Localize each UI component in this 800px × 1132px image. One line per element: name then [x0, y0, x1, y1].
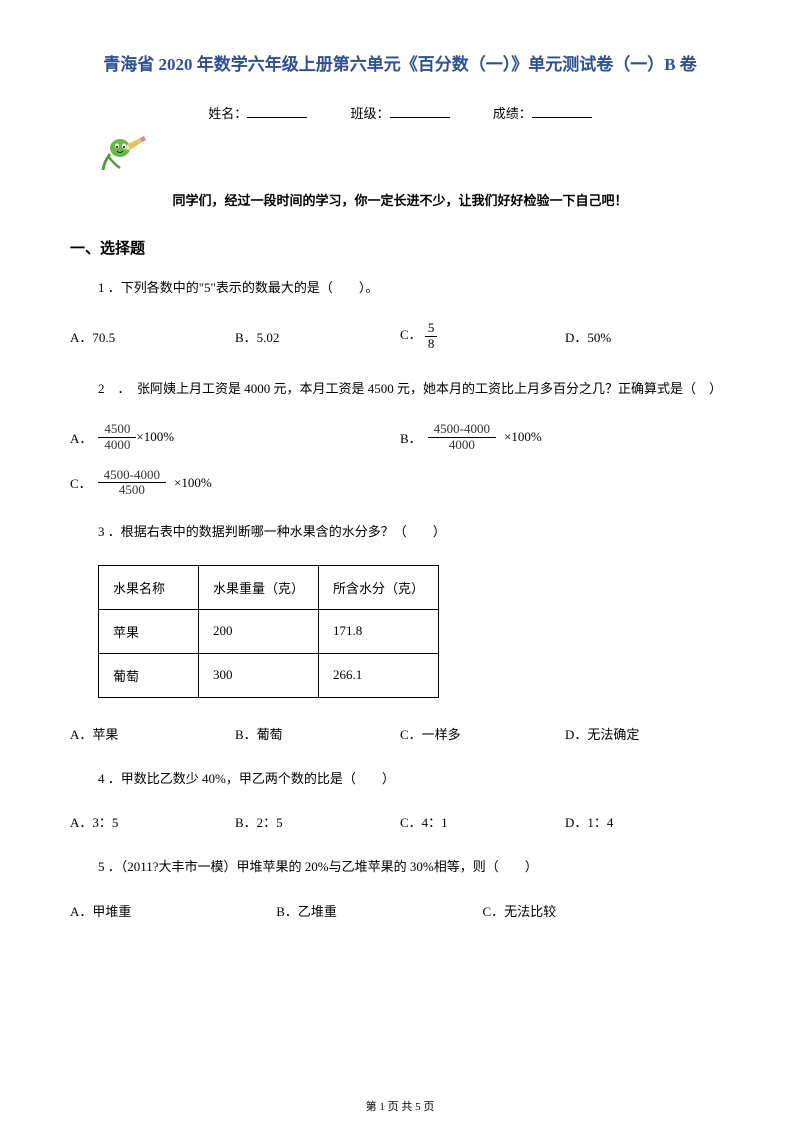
q2-b-label: B． [400, 428, 422, 447]
table-cell: 水果名称 [99, 565, 199, 609]
question-3: 3 ．根据右表中的数据判断哪一种水果含的水分多？（ ） [70, 520, 730, 543]
table-row: 水果名称 水果重量（克） 所含水分（克） [99, 565, 439, 609]
q2-a-label: A． [70, 428, 92, 447]
intro-text: 同学们，经过一段时间的学习，你一定长进不少，让我们好好检验一下自己吧！ [70, 190, 730, 209]
fruit-table: 水果名称 水果重量（克） 所含水分（克） 苹果 200 171.8 葡萄 300… [98, 565, 439, 698]
name-label: 姓名： [208, 106, 247, 121]
q1-opt-a[interactable]: A．70.5 [70, 327, 235, 346]
table-cell: 300 [199, 653, 319, 697]
q3-opt-d[interactable]: D．无法确定 [565, 724, 730, 743]
q5-opt-c[interactable]: C．无法比较 [483, 901, 731, 920]
q2-c-label: C． [70, 473, 92, 492]
q2-options: A． 4500 4000 ×100% B． 4500-4000 4000 ×10… [70, 422, 730, 497]
score-blank[interactable] [532, 117, 592, 118]
q1-c-prefix: C． [400, 327, 422, 342]
section-heading: 一、选择题 [70, 237, 730, 258]
q2-opt-c[interactable]: C． 4500-4000 4500 ×100% [70, 468, 400, 498]
table-cell: 水果重量（克） [199, 565, 319, 609]
fraction-icon: 4500-4000 4000 [428, 422, 496, 452]
fraction-icon: 4500 4000 [98, 422, 136, 452]
table-cell: 171.8 [319, 609, 439, 653]
page-title: 青海省 2020 年数学六年级上册第六单元《百分数（一）》单元测试卷（一）B 卷 [70, 50, 730, 75]
table-cell: 所含水分（克） [319, 565, 439, 609]
q2-a-suffix: ×100% [136, 429, 174, 445]
name-blank[interactable] [247, 117, 307, 118]
question-1: 1 ．下列各数中的"5"表示的数最大的是（ ）。 [70, 276, 730, 299]
student-info-line: 姓名： 班级： 成绩： [70, 103, 730, 122]
frac-den: 4000 [98, 438, 136, 452]
frac-num: 4500-4000 [428, 422, 496, 437]
fraction-icon: 5 8 [425, 321, 438, 351]
question-4: 4 ．甲数比乙数少 40%，甲乙两个数的比是（ ） [70, 767, 730, 790]
q3-opt-a[interactable]: A．苹果 [70, 724, 235, 743]
table-row: 苹果 200 171.8 [99, 609, 439, 653]
table-cell: 葡萄 [99, 653, 199, 697]
table-cell: 266.1 [319, 653, 439, 697]
q4-opt-d[interactable]: D．1：4 [565, 812, 730, 831]
table-cell: 200 [199, 609, 319, 653]
frac-den: 4000 [428, 438, 496, 452]
fraction-icon: 4500-4000 4500 [98, 468, 166, 498]
q2-c-suffix: ×100% [174, 475, 212, 491]
q1-opt-d[interactable]: D．50% [565, 327, 730, 346]
q3-opt-c[interactable]: C．一样多 [400, 724, 565, 743]
q5-opt-a[interactable]: A．甲堆重 [70, 901, 276, 920]
score-label: 成绩： [493, 106, 532, 121]
q1-opt-b[interactable]: B．5.02 [235, 327, 400, 346]
page-footer: 第 1 页 共 5 页 [0, 1098, 800, 1114]
question-5: 5 ．（2011?大丰市一模）甲堆苹果的 20%与乙堆苹果的 30%相等，则（ … [70, 855, 730, 878]
q2-b-suffix: ×100% [504, 429, 542, 445]
q1-options: A．70.5 B．5.02 C． 5 8 D．50% [70, 321, 730, 351]
q3-opt-b[interactable]: B．葡萄 [235, 724, 400, 743]
table-row: 葡萄 300 266.1 [99, 653, 439, 697]
class-blank[interactable] [390, 117, 450, 118]
q5-opt-b[interactable]: B．乙堆重 [276, 901, 482, 920]
q1-opt-c[interactable]: C． 5 8 [400, 321, 565, 351]
table-cell: 苹果 [99, 609, 199, 653]
q3-options: A．苹果 B．葡萄 C．一样多 D．无法确定 [70, 724, 730, 743]
q5-options: A．甲堆重 B．乙堆重 C．无法比较 [70, 901, 730, 920]
pencil-icon [100, 134, 730, 178]
q4-opt-b[interactable]: B．2：5 [235, 812, 400, 831]
frac-num: 4500 [98, 422, 136, 437]
q2-opt-b[interactable]: B． 4500-4000 4000 ×100% [400, 422, 730, 452]
q2-opt-a[interactable]: A． 4500 4000 ×100% [70, 422, 400, 452]
q4-opt-c[interactable]: C．4：1 [400, 812, 565, 831]
q4-opt-a[interactable]: A．3：5 [70, 812, 235, 831]
frac-den: 4500 [98, 483, 166, 497]
frac-num: 4500-4000 [98, 468, 166, 483]
q4-options: A．3：5 B．2：5 C．4：1 D．1：4 [70, 812, 730, 831]
class-label: 班级： [350, 106, 389, 121]
frac-num: 5 [425, 321, 438, 336]
frac-den: 8 [425, 337, 438, 351]
question-2: 2 ． 张阿姨上月工资是 4000 元，本月工资是 4500 元，她本月的工资比… [70, 377, 730, 400]
